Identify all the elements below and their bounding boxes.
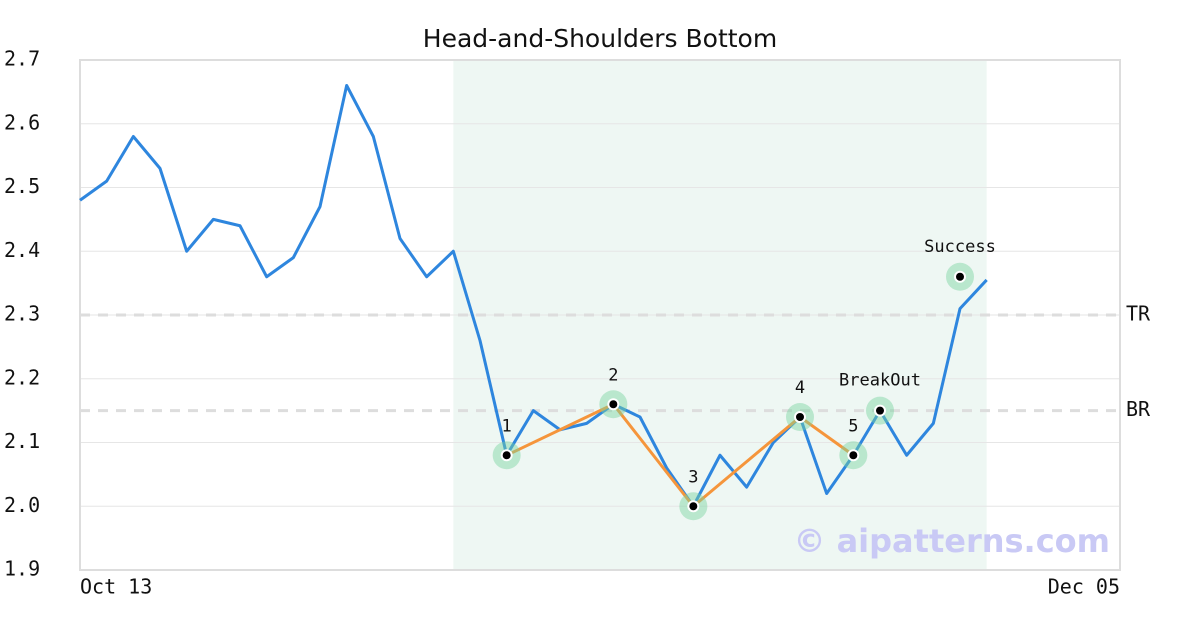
x-tick-label: Oct 13 (80, 575, 152, 599)
y-tick-label: 2.3 (4, 302, 40, 326)
y-tick-label: 2.6 (4, 110, 40, 134)
marker-label: Success (924, 237, 996, 257)
marker-dot (874, 404, 886, 417)
marker-dot (954, 270, 966, 283)
y-tick-label: 2.1 (4, 429, 40, 453)
marker-label: 2 (608, 365, 618, 385)
y-tick-label: 1.9 (4, 557, 40, 581)
marker-label: 5 (848, 416, 858, 436)
marker-dot (794, 411, 806, 423)
chart-title: Head-and-Shoulders Bottom (423, 24, 777, 53)
marker-dot (687, 500, 700, 513)
marker-label: BreakOut (839, 371, 921, 391)
y-tick-label: 2.0 (4, 493, 40, 517)
y-tick-label: 2.4 (4, 238, 40, 262)
price-line (79, 84, 988, 508)
marker-label: 4 (795, 378, 805, 398)
reference-label: BR (1126, 397, 1151, 421)
marker-label: 1 (502, 416, 512, 436)
y-tick-label: 2.7 (4, 47, 40, 71)
marker-dot (607, 398, 620, 411)
marker-dot (847, 449, 860, 462)
x-tick-label: Dec 05 (1048, 575, 1120, 599)
marker-label: 3 (688, 467, 698, 487)
reference-label: TR (1126, 302, 1151, 326)
marker-dot (500, 449, 513, 462)
y-tick-label: 2.2 (4, 365, 40, 389)
y-tick-label: 2.5 (4, 174, 40, 198)
watermark: © aipatterns.com (793, 522, 1110, 560)
